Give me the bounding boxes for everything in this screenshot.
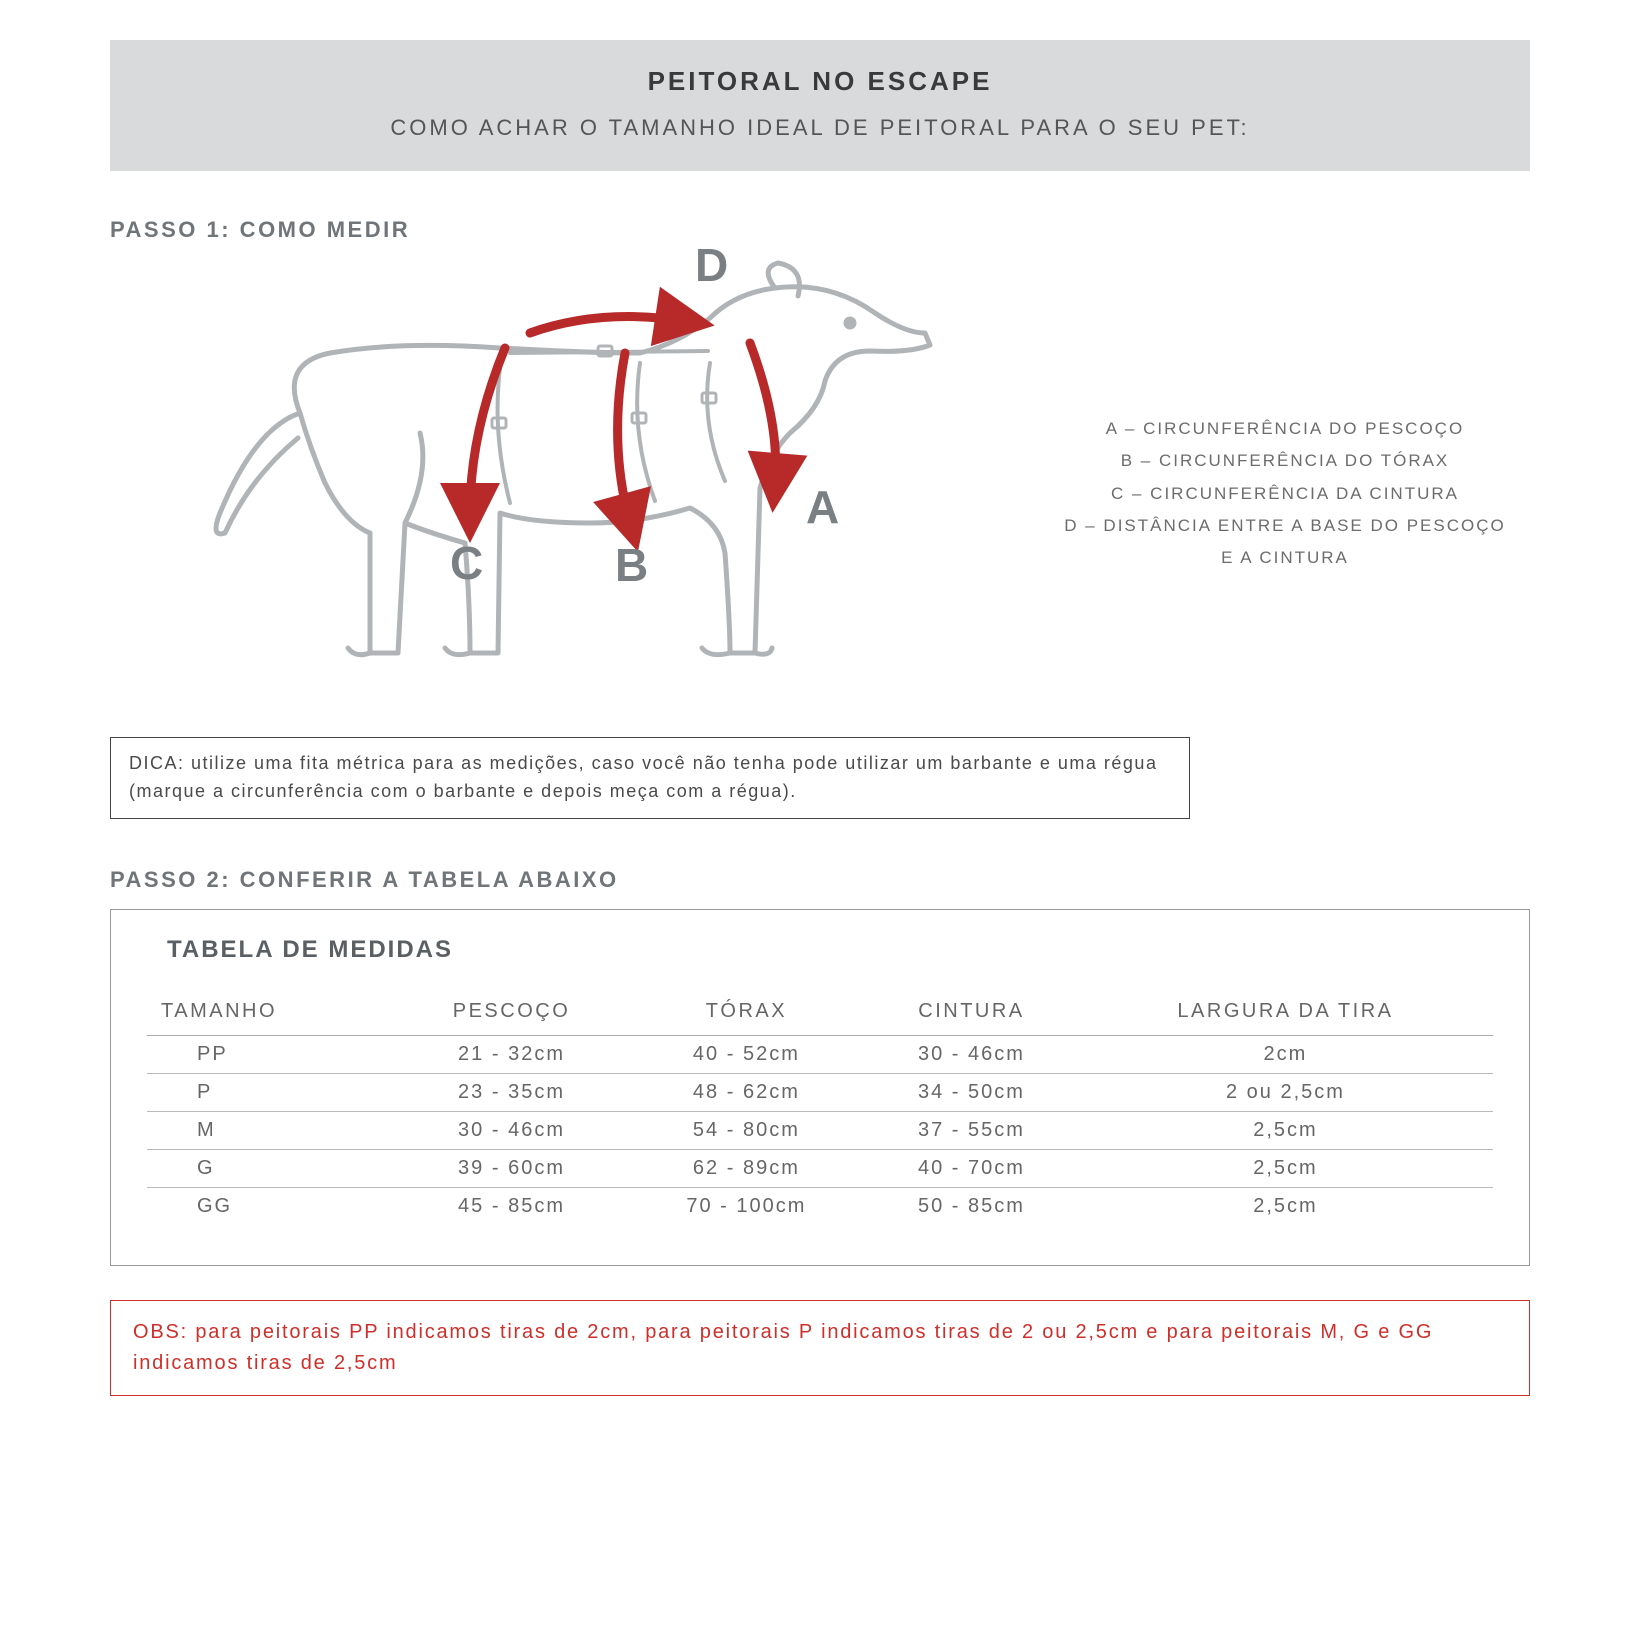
table-cell: 2 ou 2,5cm xyxy=(1078,1073,1493,1111)
marker-c: C xyxy=(450,537,483,589)
col-thorax: TÓRAX xyxy=(628,994,865,1036)
legend-b: B – CIRCUNFERÊNCIA DO TÓRAX xyxy=(1040,445,1530,477)
page-title: PEITORAL NO ESCAPE xyxy=(120,66,1520,97)
table-cell: 21 - 32cm xyxy=(395,1035,628,1073)
table-header-row: TAMANHO PESCOÇO TÓRAX CINTURA LARGURA DA… xyxy=(147,994,1493,1036)
table-cell: 50 - 85cm xyxy=(865,1187,1078,1225)
table-cell: G xyxy=(147,1149,395,1187)
table-row: G39 - 60cm62 - 89cm40 - 70cm2,5cm xyxy=(147,1149,1493,1187)
table-cell: 34 - 50cm xyxy=(865,1073,1078,1111)
table-cell: P xyxy=(147,1073,395,1111)
table-cell: 40 - 52cm xyxy=(628,1035,865,1073)
legend-a: A – CIRCUNFERÊNCIA DO PESCOÇO xyxy=(1040,413,1530,445)
col-waist: CINTURA xyxy=(865,994,1078,1036)
table-cell: 40 - 70cm xyxy=(865,1149,1078,1187)
step2-label: PASSO 2: CONFERIR A TABELA ABAIXO xyxy=(110,867,1530,893)
col-size: TAMANHO xyxy=(147,994,395,1036)
obs-box: OBS: para peitorais PP indicamos tiras d… xyxy=(110,1300,1530,1396)
table-cell: PP xyxy=(147,1035,395,1073)
table-cell: GG xyxy=(147,1187,395,1225)
step1-section: D A B C A – CIRCUNFERÊNCIA DO PESCOÇO B … xyxy=(110,253,1530,733)
marker-d: D xyxy=(695,239,728,291)
table-cell: M xyxy=(147,1111,395,1149)
measurement-legend: A – CIRCUNFERÊNCIA DO PESCOÇO B – CIRCUN… xyxy=(1040,253,1530,574)
table-cell: 30 - 46cm xyxy=(395,1111,628,1149)
table-cell: 30 - 46cm xyxy=(865,1035,1078,1073)
table-cell: 2,5cm xyxy=(1078,1149,1493,1187)
table-cell: 37 - 55cm xyxy=(865,1111,1078,1149)
table-cell: 54 - 80cm xyxy=(628,1111,865,1149)
table-row: P23 - 35cm48 - 62cm34 - 50cm2 ou 2,5cm xyxy=(147,1073,1493,1111)
table-cell: 45 - 85cm xyxy=(395,1187,628,1225)
table-cell: 23 - 35cm xyxy=(395,1073,628,1111)
page-subtitle: COMO ACHAR O TAMANHO IDEAL DE PEITORAL P… xyxy=(120,115,1520,141)
table-cell: 39 - 60cm xyxy=(395,1149,628,1187)
legend-d2: E A CINTURA xyxy=(1040,542,1530,574)
table-title: TABELA DE MEDIDAS xyxy=(167,936,1493,964)
table-row: PP21 - 32cm40 - 52cm30 - 46cm2cm xyxy=(147,1035,1493,1073)
dog-diagram: D A B C xyxy=(110,253,1040,733)
table-row: M30 - 46cm54 - 80cm37 - 55cm2,5cm xyxy=(147,1111,1493,1149)
marker-a: A xyxy=(806,481,839,533)
legend-c: C – CIRCUNFERÊNCIA DA CINTURA xyxy=(1040,478,1530,510)
table-cell: 62 - 89cm xyxy=(628,1149,865,1187)
table-cell: 70 - 100cm xyxy=(628,1187,865,1225)
tip-box: DICA: utilize uma fita métrica para as m… xyxy=(110,737,1190,819)
table-cell: 48 - 62cm xyxy=(628,1073,865,1111)
size-table: TAMANHO PESCOÇO TÓRAX CINTURA LARGURA DA… xyxy=(147,994,1493,1225)
header-banner: PEITORAL NO ESCAPE COMO ACHAR O TAMANHO … xyxy=(110,40,1530,171)
col-strap: LARGURA DA TIRA xyxy=(1078,994,1493,1036)
size-table-container: TABELA DE MEDIDAS TAMANHO PESCOÇO TÓRAX … xyxy=(110,909,1530,1266)
table-cell: 2cm xyxy=(1078,1035,1493,1073)
table-cell: 2,5cm xyxy=(1078,1187,1493,1225)
marker-b: B xyxy=(615,539,648,591)
table-row: GG45 - 85cm70 - 100cm50 - 85cm2,5cm xyxy=(147,1187,1493,1225)
legend-d1: D – DISTÂNCIA ENTRE A BASE DO PESCOÇO xyxy=(1040,510,1530,542)
col-neck: PESCOÇO xyxy=(395,994,628,1036)
table-cell: 2,5cm xyxy=(1078,1111,1493,1149)
